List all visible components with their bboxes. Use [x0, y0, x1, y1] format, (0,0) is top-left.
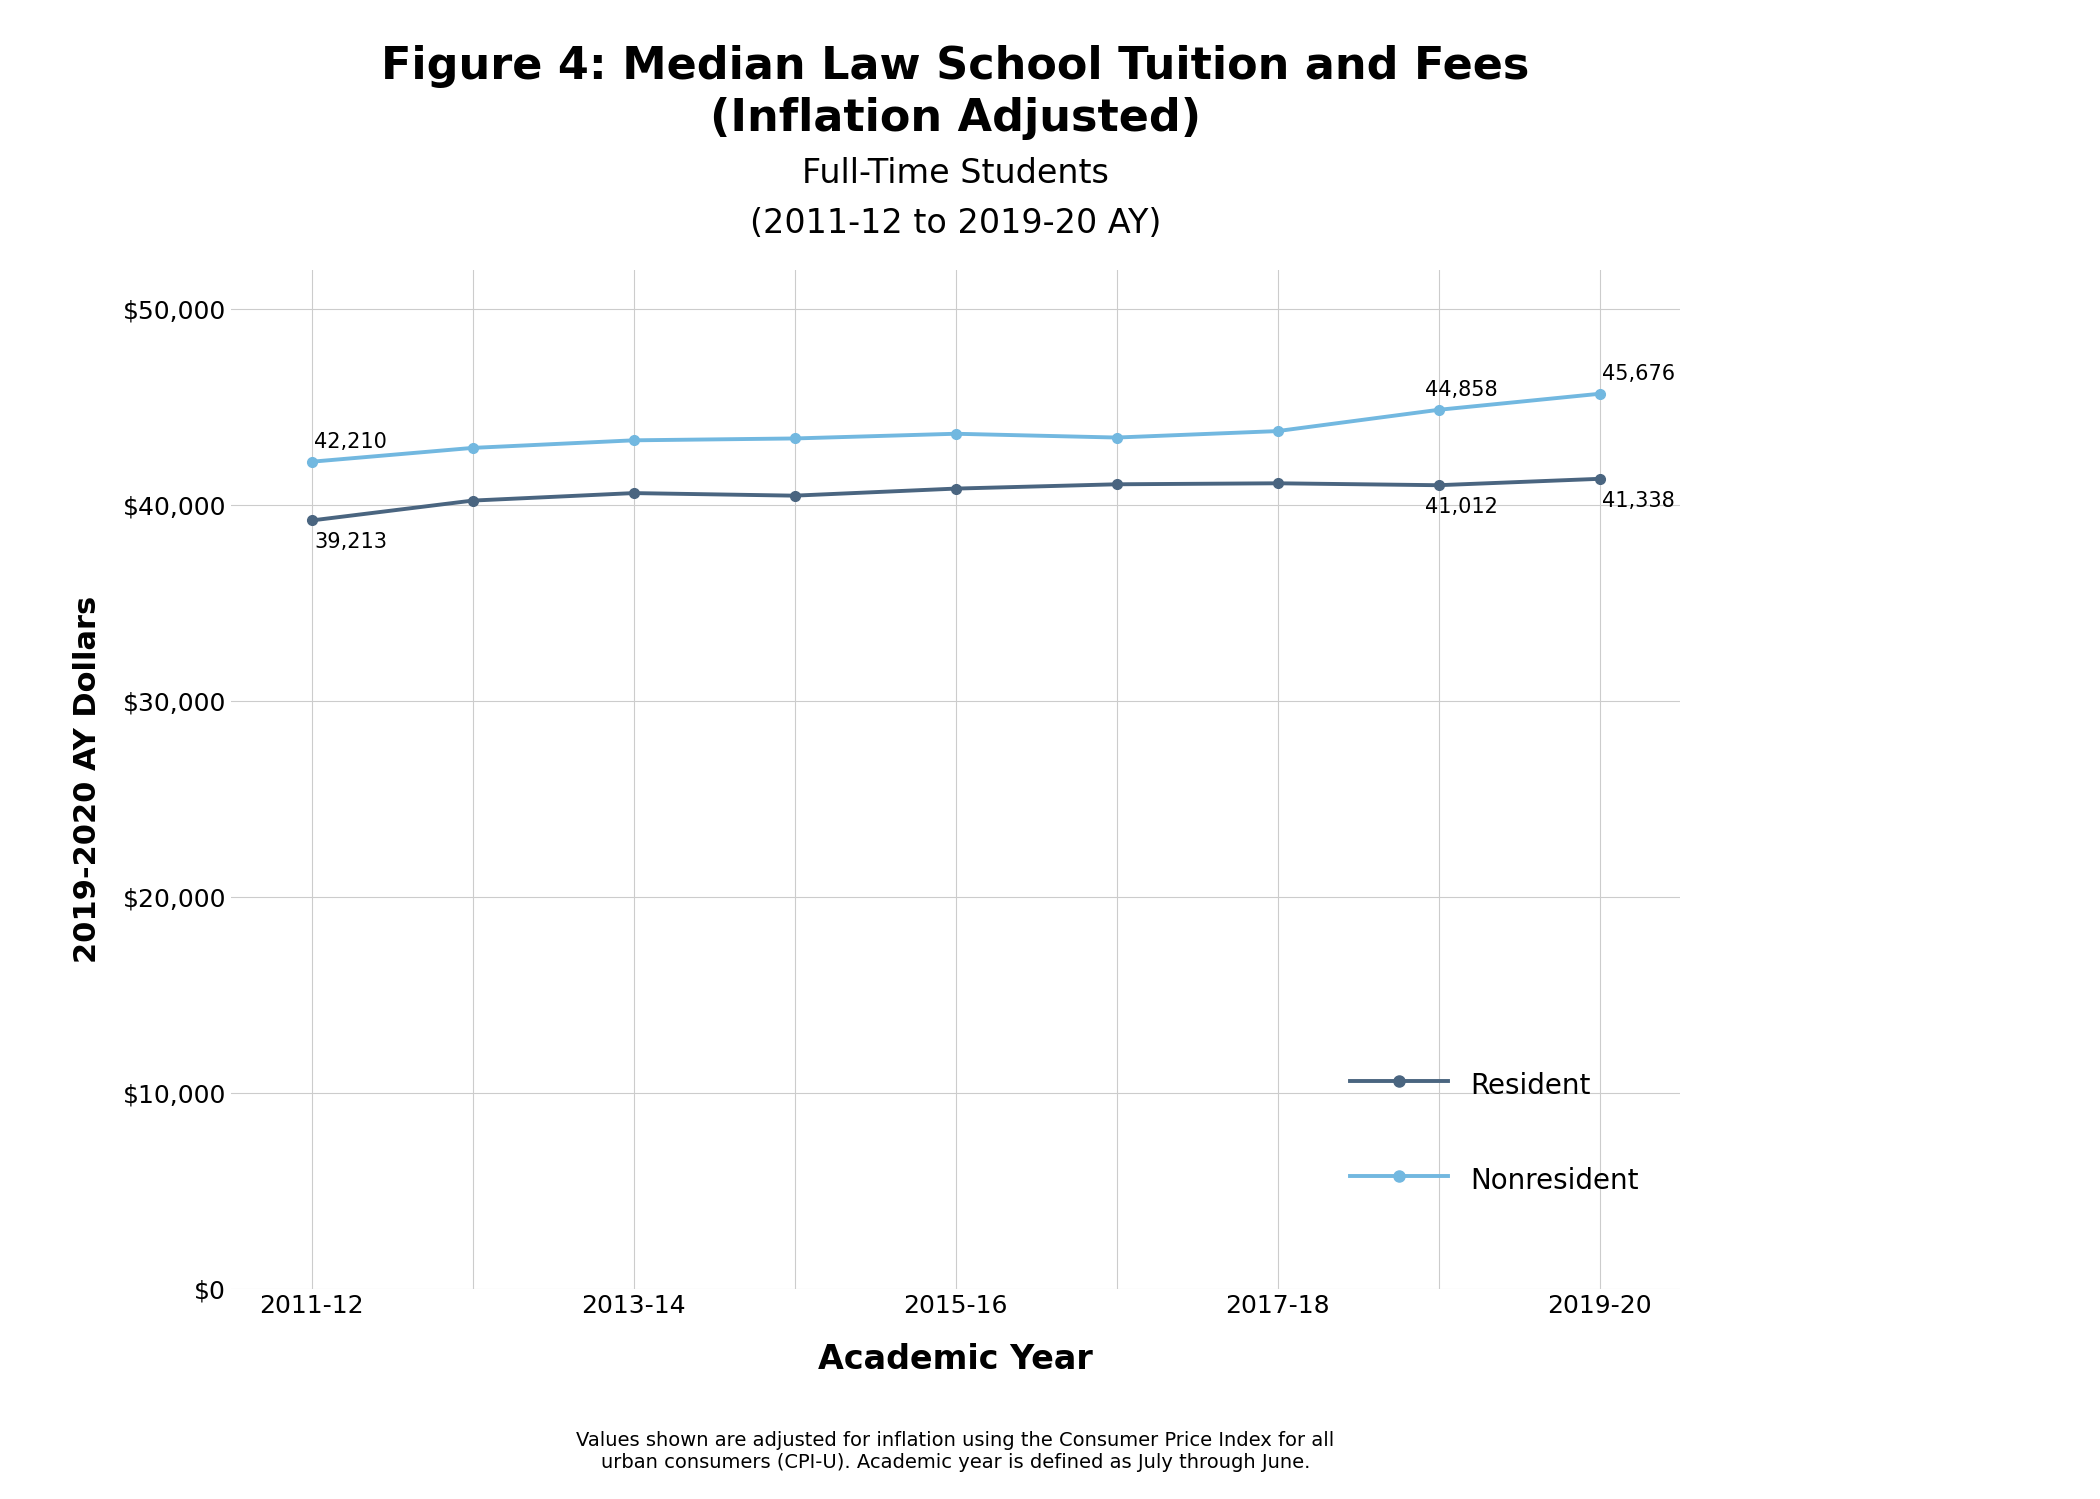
- Resident: [1264, 474, 1289, 492]
- Text: (Inflation Adjusted): (Inflation Adjusted): [710, 97, 1201, 141]
- Nonresident: [943, 424, 968, 442]
- Nonresident: [1264, 423, 1289, 441]
- Text: 45,676: 45,676: [1602, 364, 1676, 384]
- Resident: [1588, 469, 1613, 487]
- Legend: Resident, Nonresident: Resident, Nonresident: [1323, 1040, 1665, 1225]
- Nonresident: [622, 432, 647, 450]
- Text: 39,213: 39,213: [315, 532, 386, 552]
- Resident: [622, 484, 647, 502]
- Resident: [460, 492, 485, 510]
- Line: Resident: Resident: [307, 474, 1604, 525]
- Y-axis label: 2019-2020 AY Dollars: 2019-2020 AY Dollars: [74, 597, 101, 962]
- Resident: [781, 487, 806, 505]
- Text: Full-Time Students: Full-Time Students: [802, 157, 1109, 190]
- X-axis label: Academic Year: Academic Year: [819, 1343, 1092, 1376]
- Nonresident: [1426, 400, 1451, 418]
- Text: 42,210: 42,210: [315, 432, 386, 451]
- Resident: [943, 480, 968, 498]
- Nonresident: [298, 453, 323, 471]
- Nonresident: [1588, 385, 1613, 403]
- Nonresident: [781, 430, 806, 448]
- Text: 41,012: 41,012: [1424, 498, 1497, 517]
- Text: 41,338: 41,338: [1602, 490, 1676, 511]
- Text: (2011-12 to 2019-20 AY): (2011-12 to 2019-20 AY): [750, 207, 1161, 240]
- Resident: [1105, 475, 1130, 493]
- Text: Values shown are adjusted for inflation using the Consumer Price Index for all
u: Values shown are adjusted for inflation …: [575, 1432, 1336, 1472]
- Text: 44,858: 44,858: [1424, 379, 1497, 400]
- Nonresident: [460, 439, 485, 457]
- Line: Nonresident: Nonresident: [307, 388, 1604, 466]
- Resident: [1426, 477, 1451, 495]
- Text: Figure 4: Median Law School Tuition and Fees: Figure 4: Median Law School Tuition and …: [382, 45, 1529, 88]
- Nonresident: [1105, 429, 1130, 447]
- Resident: [298, 511, 323, 529]
